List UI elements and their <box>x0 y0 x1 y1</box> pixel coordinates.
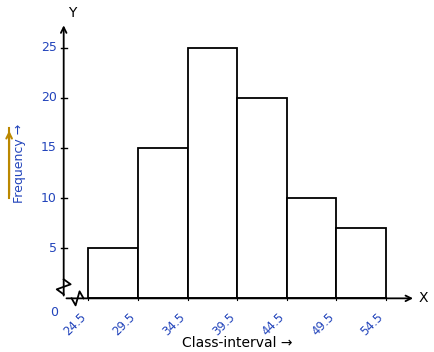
Text: 49.5: 49.5 <box>308 310 336 338</box>
Text: 5: 5 <box>49 242 56 255</box>
Bar <box>237 98 286 298</box>
Bar <box>138 148 187 298</box>
Text: 29.5: 29.5 <box>110 310 138 338</box>
Text: 10: 10 <box>41 191 56 205</box>
Text: Class-interval →: Class-interval → <box>181 337 292 351</box>
Text: 25: 25 <box>41 41 56 54</box>
Text: Y: Y <box>68 6 76 20</box>
Text: 20: 20 <box>41 91 56 104</box>
Text: 54.5: 54.5 <box>358 310 385 338</box>
Bar <box>88 248 138 298</box>
Text: Frequency →: Frequency → <box>13 123 26 203</box>
Bar <box>187 48 237 298</box>
Text: 24.5: 24.5 <box>61 310 88 338</box>
Bar <box>336 228 385 298</box>
Text: 15: 15 <box>41 142 56 155</box>
Bar <box>286 198 336 298</box>
Text: 0: 0 <box>49 306 58 319</box>
Text: 39.5: 39.5 <box>209 310 237 338</box>
Text: X: X <box>418 291 427 305</box>
Text: 34.5: 34.5 <box>160 310 187 338</box>
Text: 44.5: 44.5 <box>259 310 286 338</box>
